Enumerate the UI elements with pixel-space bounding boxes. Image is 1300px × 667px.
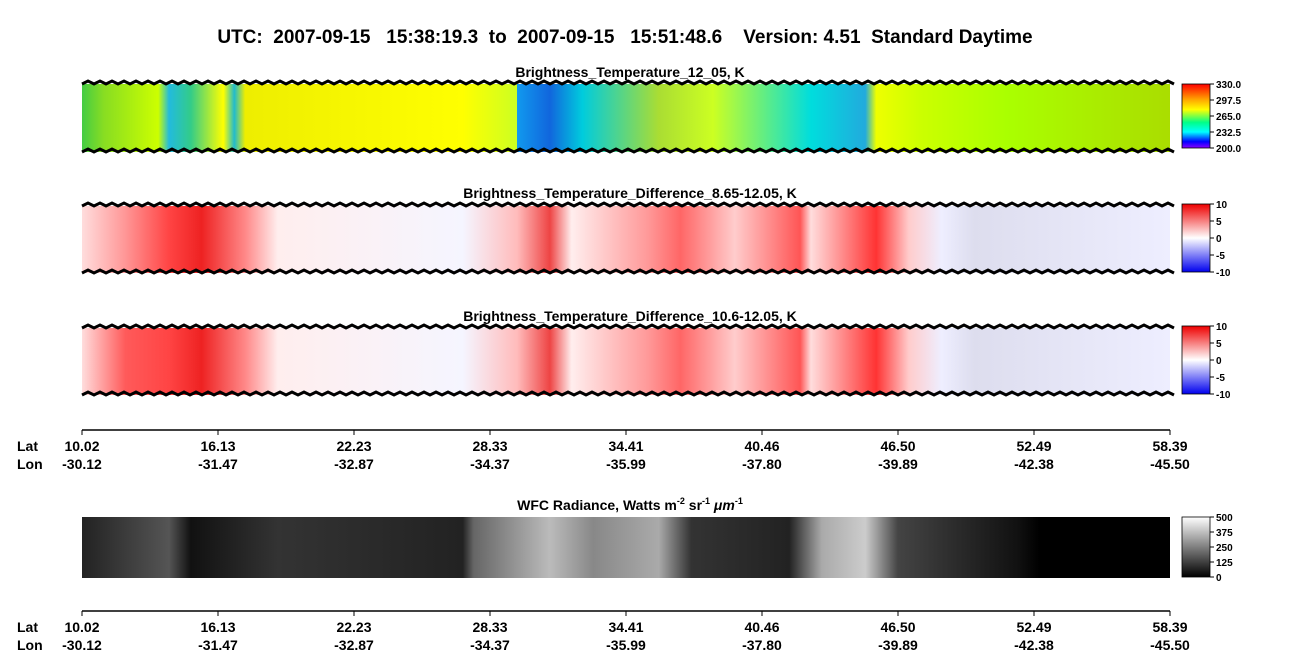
title-part: μm	[710, 497, 735, 513]
lon-value: -31.47	[198, 456, 238, 472]
panel-title: Brightness_Temperature_Difference_8.65-1…	[463, 185, 797, 201]
lon-value: -45.50	[1150, 456, 1190, 472]
swath-image	[82, 206, 1170, 273]
swath-edge	[81, 147, 1175, 154]
swath-edge	[81, 79, 1175, 86]
lat-value: 28.33	[472, 438, 507, 454]
colorbar-label: 297.5	[1216, 96, 1241, 107]
lon-value: -39.89	[878, 637, 918, 653]
lon-value: -45.50	[1150, 637, 1190, 653]
lon-value: -37.80	[742, 637, 782, 653]
colorbar	[1181, 83, 1211, 149]
colorbar-label: -5	[1216, 251, 1225, 262]
colorbar-label: 0	[1216, 234, 1222, 245]
lon-value: -35.99	[606, 637, 646, 653]
title-part: WFC Radiance, Watts m	[517, 497, 677, 513]
main-title: UTC: 2007-09-15 15:38:19.3 to 2007-09-15…	[217, 27, 1032, 48]
lat-value: 46.50	[880, 438, 915, 454]
lon-value: -37.80	[742, 456, 782, 472]
lon-value: -30.12	[62, 637, 102, 653]
colorbar-label: 5	[1216, 339, 1222, 350]
lat-label: Lat	[17, 438, 38, 454]
lat-value: 40.46	[744, 619, 779, 635]
lon-value: -32.87	[334, 637, 374, 653]
colorbar-label: 375	[1216, 528, 1233, 539]
colorbar-label: -5	[1216, 373, 1225, 384]
lat-value: 16.13	[200, 438, 235, 454]
colorbar-label: 265.0	[1216, 112, 1241, 123]
lat-value: 28.33	[472, 619, 507, 635]
wfc-image	[82, 517, 1170, 578]
lat-value: 46.50	[880, 619, 915, 635]
lon-value: -32.87	[334, 456, 374, 472]
lat-value: 22.23	[336, 438, 371, 454]
lat-value: 40.46	[744, 438, 779, 454]
title-sup: -1	[735, 496, 743, 506]
colorbar-label: -10	[1216, 390, 1231, 401]
lon-value: -42.38	[1014, 637, 1054, 653]
colorbar-label: 500	[1216, 513, 1233, 524]
lat-value: 34.41	[608, 619, 643, 635]
panel-title: Brightness_Temperature_12_05, K	[515, 64, 744, 80]
colorbar	[1181, 325, 1211, 395]
colorbar-label: 10	[1216, 200, 1228, 211]
lon-value: -42.38	[1014, 456, 1054, 472]
lon-label: Lon	[17, 456, 43, 472]
colorbar-label: 250	[1216, 543, 1233, 554]
colorbar-label: 330.0	[1216, 80, 1241, 91]
lat-label: Lat	[17, 619, 38, 635]
colorbar-label: 5	[1216, 217, 1222, 228]
colorbar-label: 0	[1216, 356, 1222, 367]
wfc-title: WFC Radiance, Watts m-2 sr-1 μm-1	[517, 496, 743, 513]
colorbar-label: 10	[1216, 322, 1228, 333]
colorbar	[1181, 516, 1211, 578]
title-part: sr	[685, 497, 703, 513]
title-sup: -2	[677, 496, 685, 506]
lat-value: 22.23	[336, 619, 371, 635]
swath-edge	[81, 390, 1175, 397]
swath-image	[82, 328, 1170, 395]
lat-value: 58.39	[1152, 619, 1187, 635]
swath-edge	[81, 268, 1175, 275]
lat-value: 10.02	[64, 438, 99, 454]
lon-value: -34.37	[470, 456, 510, 472]
title-sup: -1	[702, 496, 710, 506]
swath-edge	[81, 323, 1175, 330]
lat-value: 16.13	[200, 619, 235, 635]
swath-image	[82, 84, 1170, 152]
colorbar-label: 0	[1216, 573, 1222, 584]
lon-value: -34.37	[470, 637, 510, 653]
colorbar-label: -10	[1216, 268, 1231, 279]
lat-value: 52.49	[1016, 438, 1051, 454]
lon-value: -30.12	[62, 456, 102, 472]
colorbar-label: 125	[1216, 558, 1233, 569]
lat-value: 58.39	[1152, 438, 1187, 454]
lat-value: 10.02	[64, 619, 99, 635]
lat-value: 34.41	[608, 438, 643, 454]
lon-value: -35.99	[606, 456, 646, 472]
colorbar	[1181, 203, 1211, 273]
colorbar-label: 232.5	[1216, 128, 1241, 139]
colorbar-label: 200.0	[1216, 144, 1241, 155]
lon-label: Lon	[17, 637, 43, 653]
lat-value: 52.49	[1016, 619, 1051, 635]
lon-value: -39.89	[878, 456, 918, 472]
swath-edge	[81, 201, 1175, 208]
panel-title: Brightness_Temperature_Difference_10.6-1…	[463, 308, 797, 324]
lon-value: -31.47	[198, 637, 238, 653]
